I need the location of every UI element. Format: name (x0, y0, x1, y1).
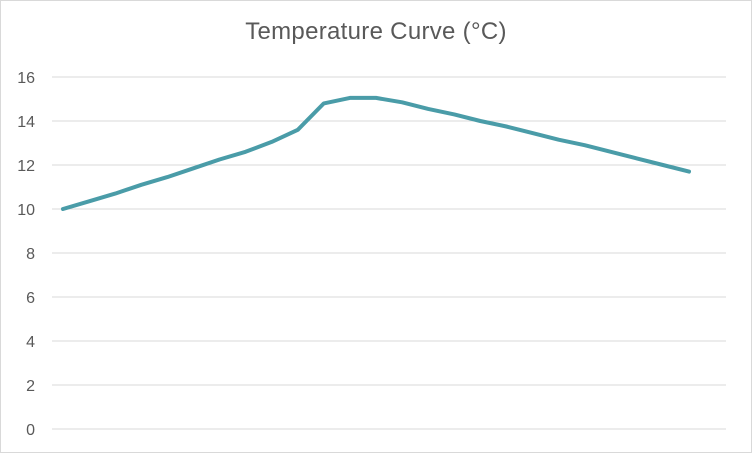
data-point-0-19 (557, 138, 561, 142)
data-point-0-20 (583, 143, 587, 147)
series-points (61, 96, 691, 211)
data-point-0-1 (87, 199, 91, 203)
y-tick-label-16: 16 (17, 70, 35, 87)
data-point-0-9 (296, 128, 300, 132)
series-line-0 (61, 95, 691, 211)
y-tick-label-10: 10 (17, 202, 35, 219)
y-tick-label-6: 6 (26, 290, 35, 307)
data-point-0-5 (191, 166, 195, 170)
y-tick-label-4: 4 (26, 334, 35, 351)
y-axis-tick-labels: 0 2 4 6 8 10 12 14 16 (17, 70, 35, 439)
data-point-0-23 (661, 163, 665, 167)
data-point-0-16 (478, 119, 482, 123)
data-point-0-8 (270, 140, 274, 144)
y-tick-label-2: 2 (26, 378, 35, 395)
data-point-0-11 (348, 96, 352, 100)
data-point-0-18 (531, 131, 535, 135)
y-tick-label-14: 14 (17, 114, 35, 131)
data-point-0-14 (426, 107, 430, 111)
data-point-0-24 (687, 170, 691, 174)
chart-title: Temperature Curve (°C) (245, 18, 507, 45)
data-point-0-2 (113, 192, 117, 196)
y-tick-label-0: 0 (26, 422, 35, 439)
data-point-0-17 (504, 125, 508, 129)
data-point-0-12 (374, 96, 378, 100)
data-point-0-7 (244, 150, 248, 154)
data-point-0-13 (400, 100, 404, 104)
data-point-0-15 (452, 112, 456, 116)
data-point-0-4 (165, 175, 169, 179)
data-point-0-6 (218, 158, 222, 162)
gridlines (52, 76, 726, 430)
data-point-0-21 (609, 150, 613, 154)
data-point-0-22 (635, 156, 639, 160)
data-point-0-0 (61, 207, 65, 211)
y-tick-label-8: 8 (26, 246, 35, 263)
data-point-0-3 (139, 183, 143, 187)
data-point-0-10 (322, 101, 326, 105)
y-tick-label-12: 12 (17, 158, 35, 175)
series-lines (61, 95, 691, 211)
